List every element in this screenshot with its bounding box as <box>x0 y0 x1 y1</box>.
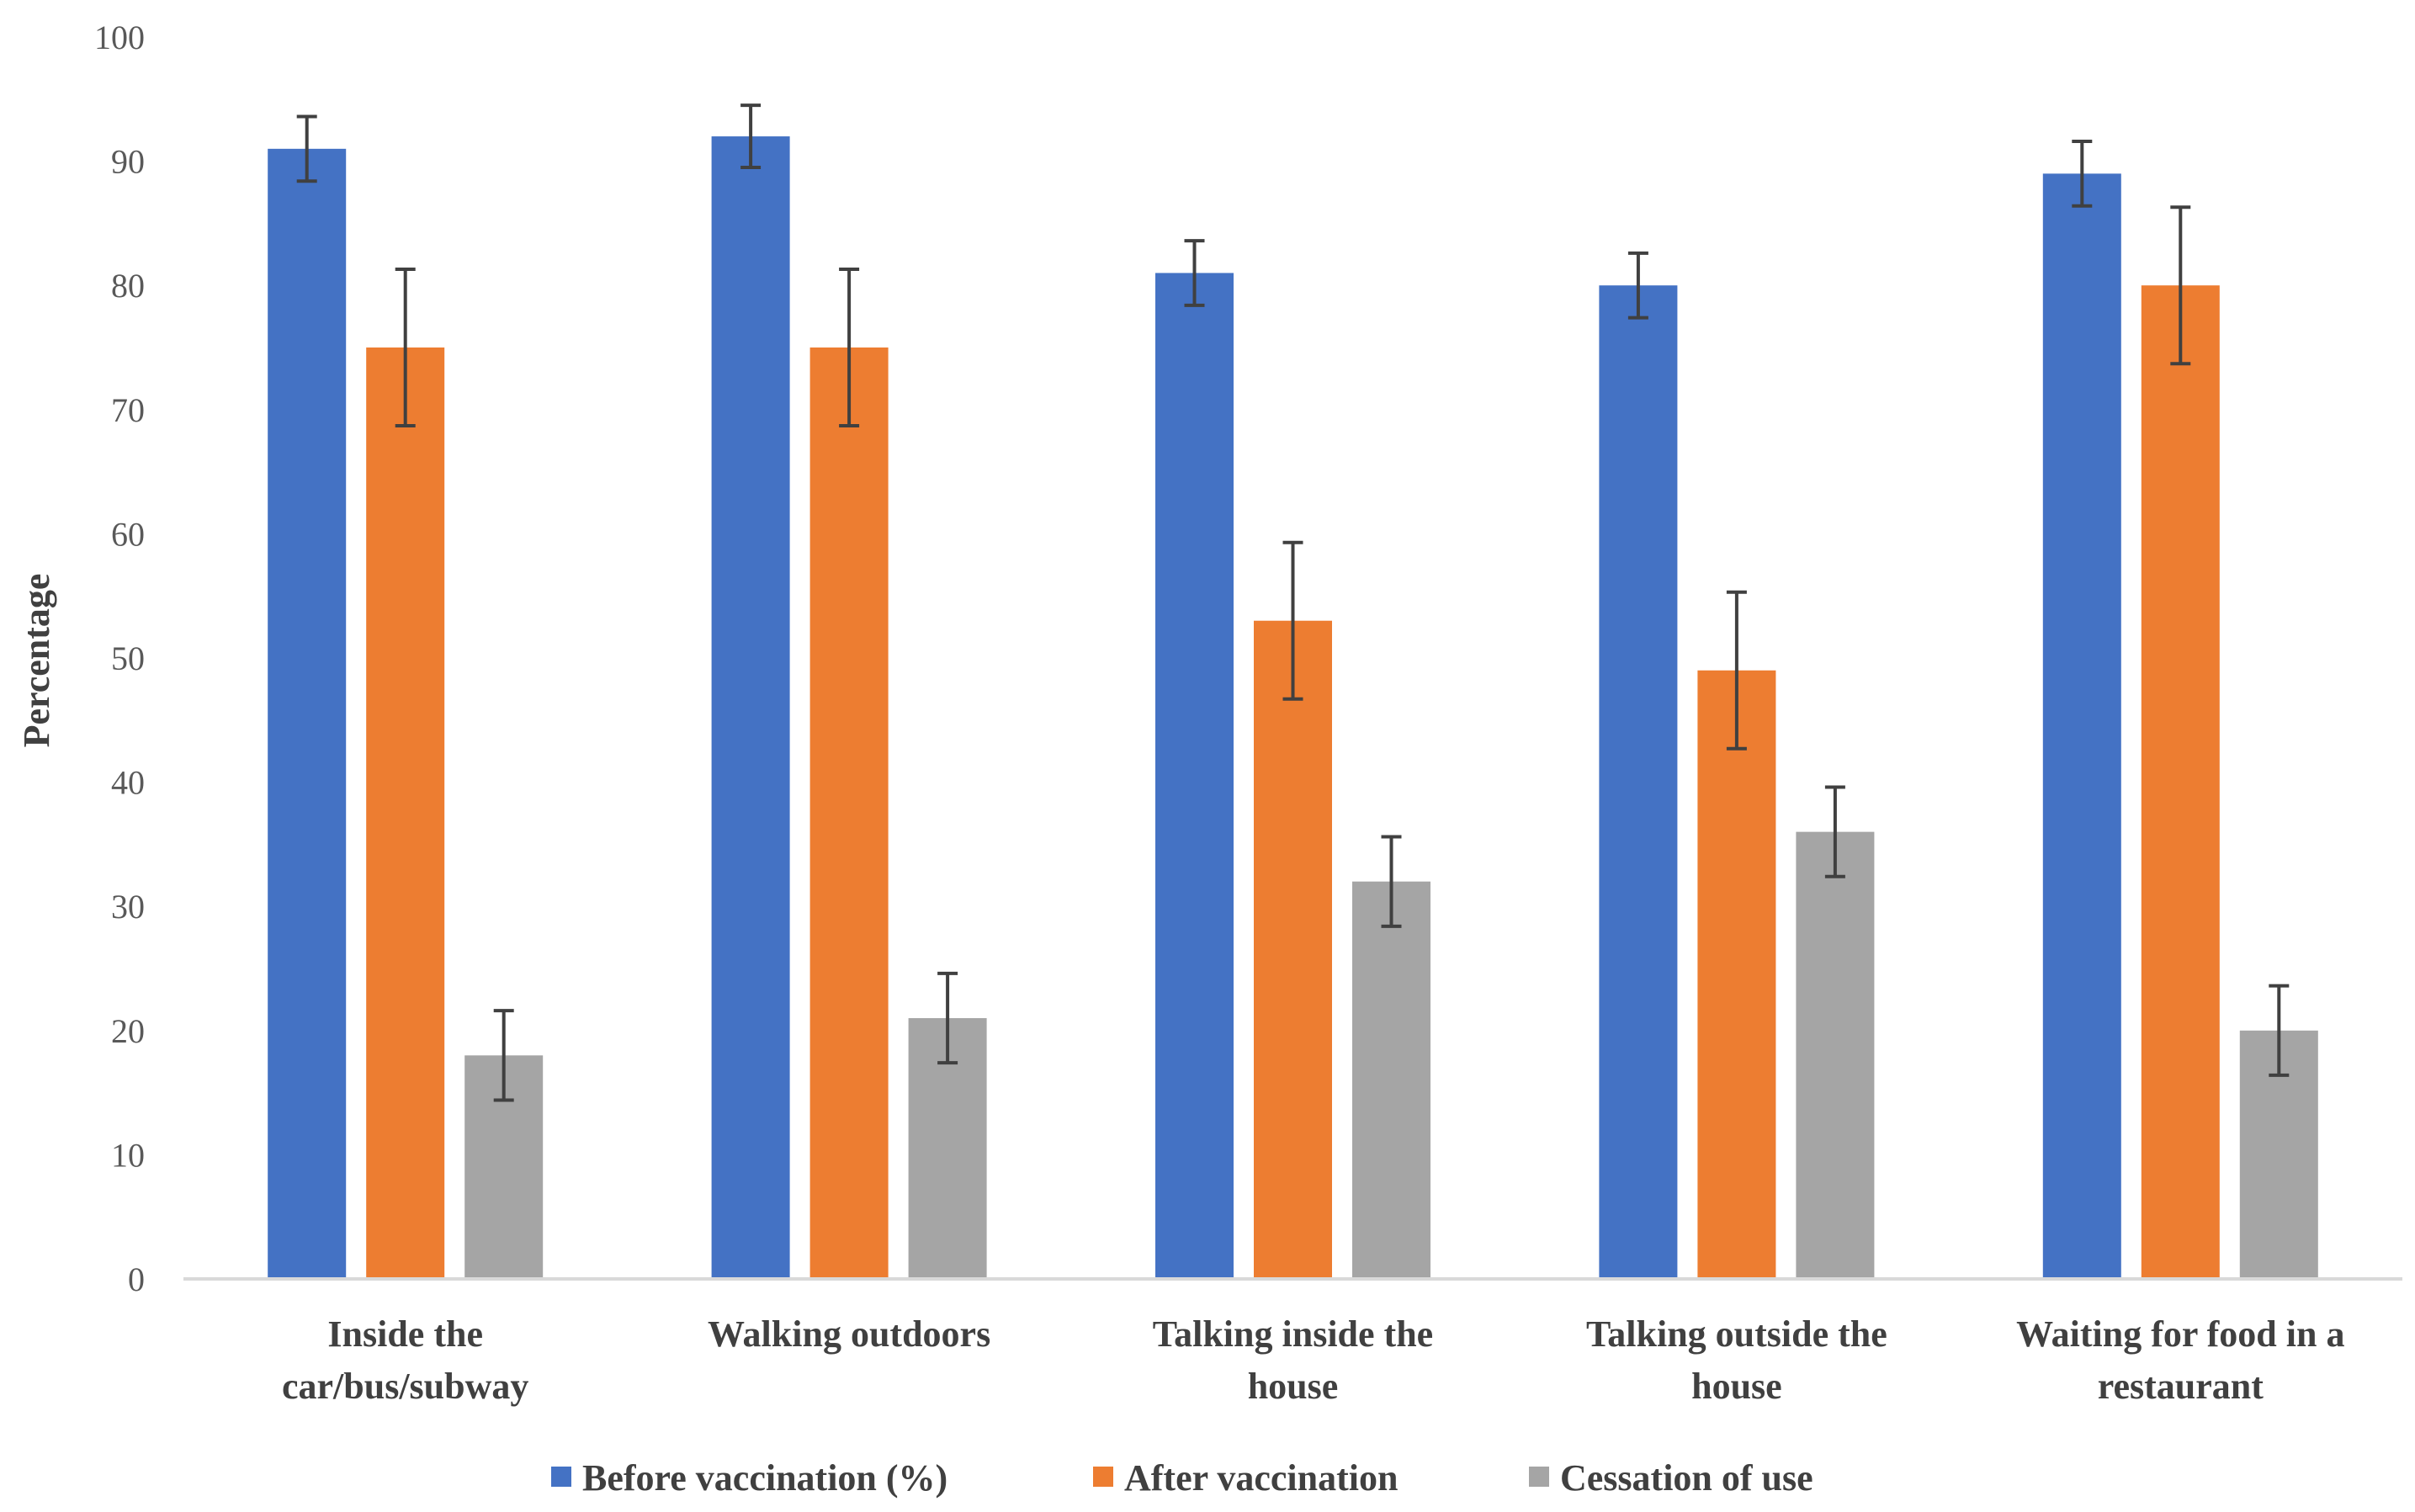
legend-swatch <box>1093 1467 1113 1487</box>
y-tick-label: 60 <box>111 515 145 553</box>
legend-label: After vaccination <box>1124 1457 1398 1499</box>
y-axis-ticks: 0 10 20 30 40 50 60 70 80 90 100 <box>94 19 145 1298</box>
y-tick-label: 40 <box>111 764 145 802</box>
error-bar-3-4 <box>1824 785 1845 878</box>
category-label: house <box>1248 1366 1339 1407</box>
legend-item: Cessation of use <box>1529 1457 1813 1499</box>
error-bar-2-4 <box>1726 590 1747 751</box>
legend-item: Before vaccination (%) <box>551 1457 947 1499</box>
error-bar-1-1 <box>296 114 317 183</box>
error-bar-2-1 <box>395 268 416 427</box>
error-bar-3-2 <box>937 971 958 1065</box>
category-label: Talking inside the <box>1153 1313 1433 1355</box>
bar-1-3 <box>1155 273 1234 1280</box>
legend-label: Cessation of use <box>1560 1457 1813 1499</box>
y-tick-label: 50 <box>111 639 145 677</box>
y-tick-label: 100 <box>94 19 145 56</box>
y-tick-label: 90 <box>111 143 145 181</box>
legend-swatch <box>1529 1467 1549 1487</box>
bars <box>268 136 2318 1280</box>
legend-label: Before vaccination (%) <box>582 1457 947 1499</box>
y-tick-label: 70 <box>111 391 145 429</box>
y-tick-label: 20 <box>111 1012 145 1050</box>
legend-item: After vaccination <box>1093 1457 1398 1499</box>
category-label: car/bus/subway <box>282 1366 528 1407</box>
y-tick-label: 10 <box>111 1136 145 1174</box>
category-label: house <box>1691 1366 1782 1407</box>
category-labels: Inside the car/bus/subway Walking outdoors… <box>282 1313 2344 1407</box>
error-bar-1-3 <box>1184 239 1205 307</box>
error-bar-3-5 <box>2269 984 2290 1077</box>
bar-2-5 <box>2141 285 2220 1280</box>
bar-3-4 <box>1796 831 1875 1279</box>
category-label: restaurant <box>2098 1366 2264 1407</box>
error-bars <box>296 103 2290 1102</box>
bar-1-5 <box>2042 173 2121 1280</box>
category-label: Inside the <box>327 1313 483 1355</box>
y-tick-label: 30 <box>111 888 145 926</box>
error-bar-3-1 <box>493 1009 514 1102</box>
error-bar-1-4 <box>1627 251 1648 320</box>
error-bar-1-5 <box>2072 139 2093 208</box>
bar-1-1 <box>268 148 347 1280</box>
bar-2-4 <box>1697 670 1776 1279</box>
bar-2-2 <box>809 347 889 1279</box>
error-bar-2-5 <box>2170 205 2191 366</box>
category-label: Walking outdoors <box>708 1313 990 1355</box>
y-tick-label: 80 <box>111 267 145 305</box>
legend: Before vaccination (%) After vaccination C… <box>551 1457 1813 1499</box>
error-bar-1-2 <box>740 103 762 169</box>
category-label: Talking outside the <box>1586 1313 1887 1355</box>
error-bar-2-2 <box>839 268 860 427</box>
y-axis-title: Percentage <box>16 574 57 748</box>
bar-2-1 <box>366 347 445 1279</box>
category-label: Waiting for food in a <box>2016 1313 2344 1355</box>
bar-1-4 <box>1599 285 1678 1280</box>
bar-2-3 <box>1254 620 1332 1279</box>
y-tick-label: 0 <box>128 1260 145 1298</box>
bar-3-3 <box>1352 881 1430 1279</box>
bar-1-2 <box>711 136 790 1280</box>
error-bar-3-3 <box>1381 835 1402 928</box>
error-bar-2-3 <box>1282 540 1303 701</box>
legend-swatch <box>551 1467 571 1487</box>
